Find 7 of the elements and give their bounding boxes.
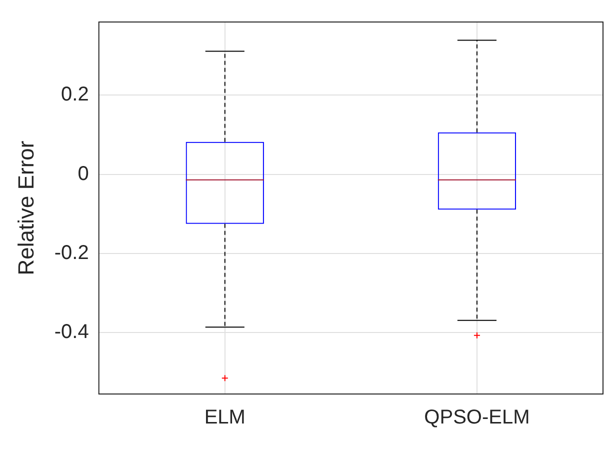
y-tick-label: -0.2: [54, 242, 89, 264]
y-tick-label: 0.2: [61, 84, 89, 106]
x-tick-label: QPSO-ELM: [424, 406, 530, 429]
y-tick-label: -0.4: [54, 321, 89, 344]
y-tick-label: 0: [78, 162, 89, 185]
x-tick-label: ELM: [204, 406, 246, 429]
y-axis-title: Relative Error: [13, 140, 38, 276]
